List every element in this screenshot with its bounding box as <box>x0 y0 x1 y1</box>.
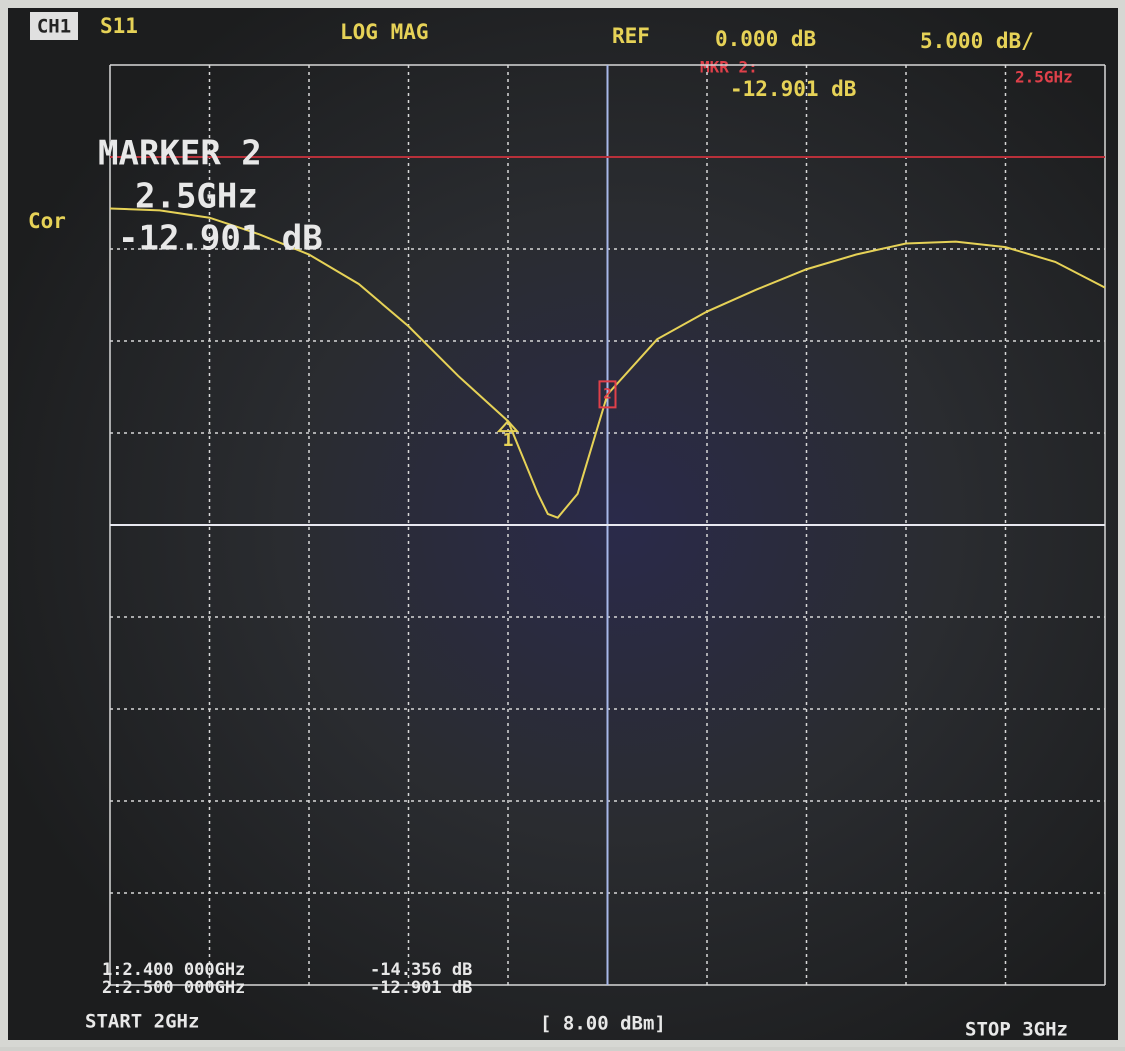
marker <box>496 419 520 433</box>
active-marker-freq: 2.5GHz <box>1015 68 1073 87</box>
plot: 12 <box>109 64 1106 986</box>
marker-box-title: MARKER 2 <box>98 134 262 174</box>
scale: 5.000 dB/ <box>920 29 1034 53</box>
marker <box>598 380 617 409</box>
active-marker-label: MKR 2: <box>700 58 758 77</box>
marker-box-value: -12.901 dB <box>118 219 323 259</box>
ref-value: 0.000 dB <box>715 27 816 51</box>
trace <box>109 207 1106 519</box>
channel-box <box>30 12 78 40</box>
marker-list-value: -14.356 dB <box>370 960 472 980</box>
power: [ 8.00 dBm] <box>540 1013 666 1035</box>
marker-label: 2 <box>603 386 611 402</box>
stop: STOP 3GHz <box>965 1019 1068 1041</box>
ref-label: REF <box>612 24 650 48</box>
marker-list-freq: 1:2.400 000GHz <box>102 960 245 980</box>
marker-list-freq: 2:2.500 000GHz <box>102 978 245 998</box>
parameter: S11 <box>100 14 138 38</box>
correction: Cor <box>28 209 66 233</box>
channel: CH1 <box>37 16 71 38</box>
marker-list-value: -12.901 dB <box>370 978 472 998</box>
marker-box-freq: 2.5GHz <box>135 177 258 217</box>
start: START 2GHz <box>85 1011 199 1033</box>
marker-label: 1 <box>503 430 514 451</box>
format: LOG MAG <box>340 20 429 44</box>
active-marker-value: -12.901 dB <box>730 77 856 101</box>
